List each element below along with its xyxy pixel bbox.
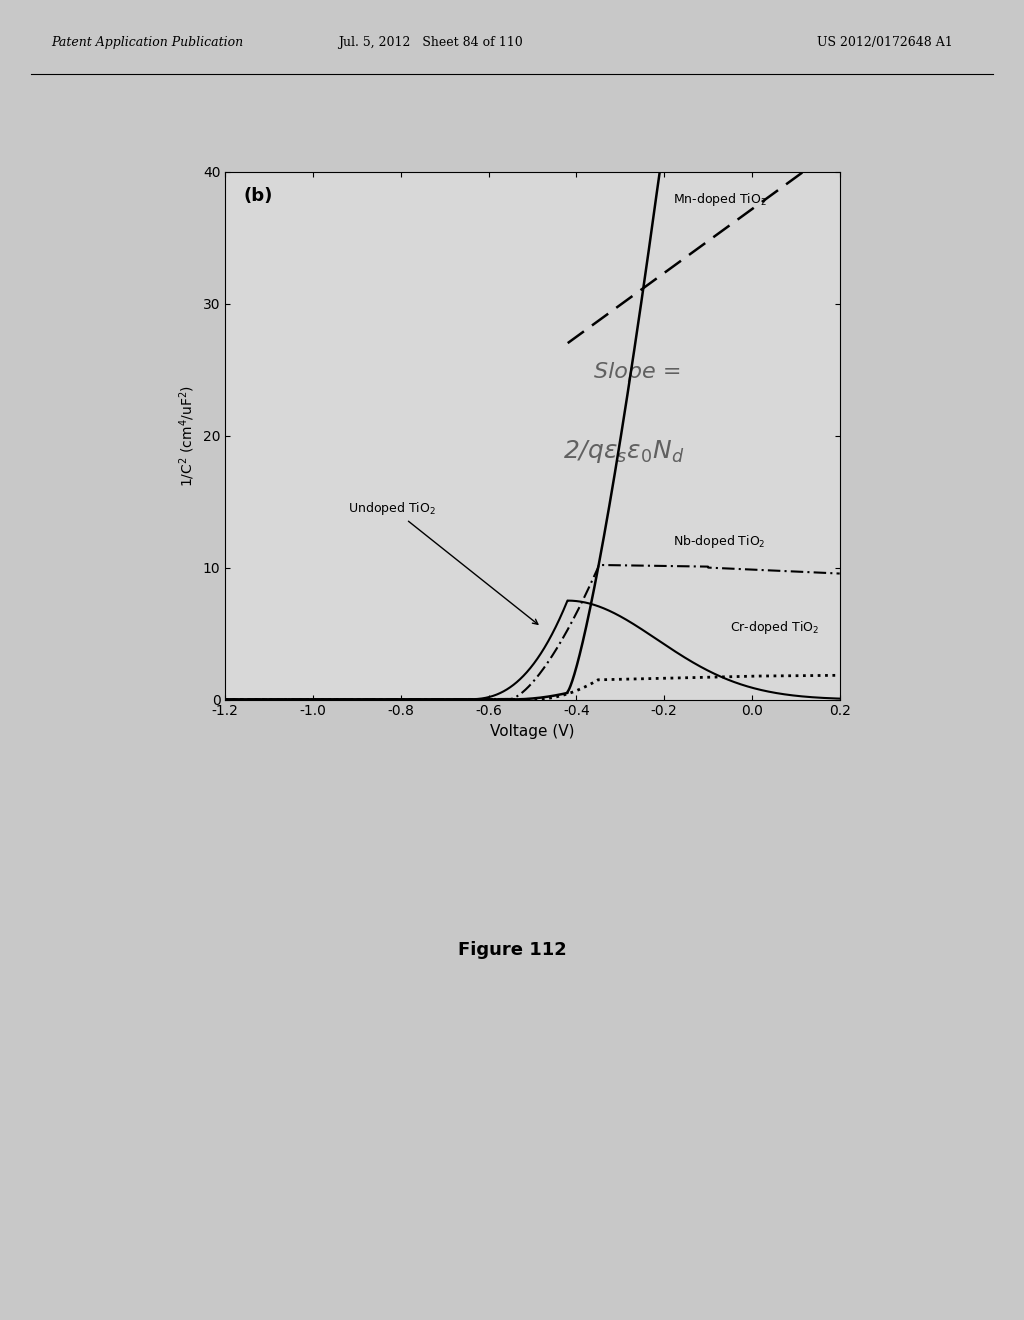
Text: Nb-doped TiO$_2$: Nb-doped TiO$_2$ xyxy=(673,533,766,549)
X-axis label: Voltage (V): Voltage (V) xyxy=(490,723,574,739)
Text: Figure 112: Figure 112 xyxy=(458,941,566,960)
Text: Slope =: Slope = xyxy=(594,362,681,383)
Text: Jul. 5, 2012   Sheet 84 of 110: Jul. 5, 2012 Sheet 84 of 110 xyxy=(338,36,522,49)
Text: Undoped TiO$_2$: Undoped TiO$_2$ xyxy=(348,500,538,624)
Text: Mn-doped TiO$_2$: Mn-doped TiO$_2$ xyxy=(673,191,767,209)
Text: Cr-doped TiO$_2$: Cr-doped TiO$_2$ xyxy=(730,619,819,635)
Y-axis label: 1/C$^2$ (cm$^4$/uF$^2$): 1/C$^2$ (cm$^4$/uF$^2$) xyxy=(177,384,198,487)
Text: 2/q$\varepsilon$$_s$$\varepsilon$$_0$N$_d$: 2/q$\varepsilon$$_s$$\varepsilon$$_0$N$_… xyxy=(563,438,685,465)
Text: (b): (b) xyxy=(244,187,273,206)
Text: US 2012/0172648 A1: US 2012/0172648 A1 xyxy=(816,36,952,49)
Text: Patent Application Publication: Patent Application Publication xyxy=(51,36,244,49)
